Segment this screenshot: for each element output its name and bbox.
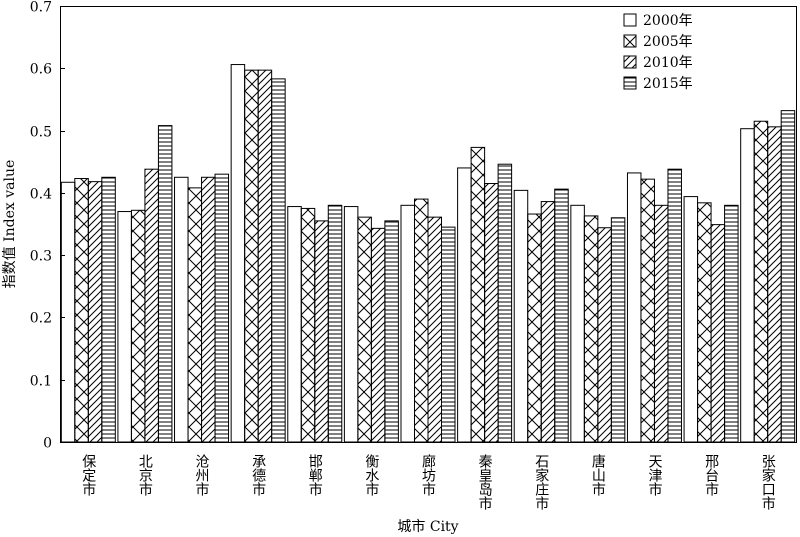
bar [343,206,359,443]
bar [710,224,726,443]
legend-swatch [623,76,637,90]
bar [174,176,189,443]
y-tick-label: 0.1 [30,374,52,390]
bar [457,167,472,443]
legend-label: 2005年 [643,34,693,50]
x-tick-label: 沧州市 [194,453,210,496]
bar [144,168,159,443]
bar [554,188,569,443]
x-tick-labels: 保定市 北京市 沧州市 承德市 邯郸市 衡水市 廊坊市 秦皇岛市 石家庄市 唐山市 天津市 邢台市 张家… [80,453,775,510]
bar [597,227,612,443]
legend-swatch [623,13,637,27]
bar [484,183,499,443]
bar [497,163,513,443]
bar [441,226,456,443]
bar [527,213,542,443]
x-tick-label: 石家庄市 [533,454,549,510]
bar [157,125,173,443]
bar [626,172,642,443]
y-ticks: 0 0.1 0.2 0.3 0.4 0.5 0.6 0.7 [30,0,65,452]
bar [640,178,655,443]
x-tick-label: 承德市 [250,454,266,496]
bar [287,206,302,443]
bar [230,64,246,443]
y-tick-label: 0 [43,436,52,452]
bar [314,220,329,443]
plot-area: 0 0.1 0.2 0.3 0.4 0.5 0.6 0.7 保定市 北京市 沧州市 承德市 邯郸市 衡水… [30,0,797,510]
y-tick-label: 0.5 [30,125,52,141]
bar [370,227,386,443]
y-tick-label: 0.7 [30,0,52,16]
bar [740,128,755,443]
bar [780,110,796,443]
bar [214,173,230,443]
bar [384,220,399,443]
x-tick-label: 邯郸市 [307,454,323,496]
bar [244,69,259,443]
bar [271,78,286,443]
x-tick-label: 秦皇岛市 [477,454,493,510]
y-tick-label: 0.2 [30,311,52,327]
bar [400,204,415,443]
x-tick-label: 唐山市 [590,453,606,496]
bar [130,209,146,443]
x-tick-label: 衡水市 [363,454,379,496]
x-tick-label: 北京市 [137,454,153,496]
bar [683,196,699,443]
bar [610,217,626,443]
bar [583,215,599,443]
x-tick-label: 廊坊市 [420,453,436,496]
bar [653,204,669,443]
bar [414,198,429,443]
bar [357,216,372,443]
legend-label: 2010年 [643,55,693,71]
bar [187,187,203,443]
y-axis-label: 指数值 Index value [2,160,18,289]
bar [767,126,782,443]
bar [724,204,739,443]
bar [74,178,89,443]
x-tick-label: 邢台市 [703,454,719,496]
bar [300,207,316,443]
bar [117,211,132,443]
bar [513,189,529,443]
bar [427,216,442,443]
legend-swatch [623,55,637,69]
bar [257,69,273,443]
y-tick-label: 0.4 [30,187,52,203]
bar [327,204,343,443]
x-tick-label: 保定市 [80,454,96,496]
y-tick-label: 0.6 [30,62,52,78]
bar [540,201,556,443]
legend-swatch [623,34,637,48]
bar [697,202,712,443]
bar [667,168,682,443]
bar [753,120,769,443]
x-tick-label: 天津市 [646,454,662,496]
bars-layer [60,64,796,443]
legend-label: 2015年 [643,76,693,92]
bar [60,181,76,443]
legend-label: 2000年 [643,13,693,29]
bar [201,176,216,443]
bar [87,181,103,443]
x-axis-label: 城市 City [397,518,458,535]
x-tick-label: 张家口市 [760,454,776,510]
bar [570,204,585,443]
bar [101,176,116,443]
legend: 2000年 2005年 2010年 2015年 [623,13,693,92]
y-tick-label: 0.3 [30,249,52,265]
bar [470,146,486,443]
